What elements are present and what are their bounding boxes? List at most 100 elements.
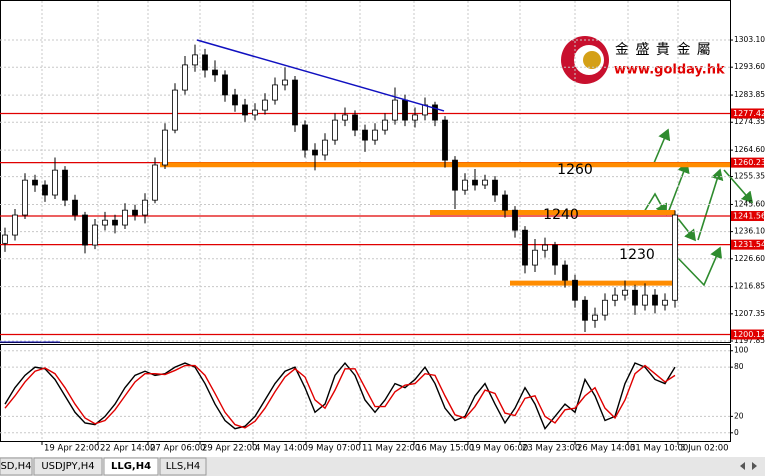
- x-tick-label: 22 Apr 14:00: [100, 444, 155, 454]
- y-tick-label: 0: [734, 428, 739, 437]
- candle-body: [162, 129, 168, 166]
- tab-bar: SD,H4 USDJPY,H4 LLG,H4 LLS,H4: [0, 457, 765, 476]
- candle-body: [202, 54, 208, 71]
- candle-body: [442, 119, 448, 161]
- candle-body: [452, 159, 458, 191]
- y-tick-label: 1274.35: [734, 117, 765, 126]
- tab[interactable]: [0, 457, 33, 476]
- candle-body: [552, 244, 558, 266]
- candle-body: [132, 209, 138, 216]
- candle-body: [412, 114, 418, 121]
- candle-body: [462, 179, 468, 191]
- level-label-bg: [731, 108, 764, 119]
- oscillator-line: [4, 361, 676, 431]
- candle-body: [492, 179, 498, 196]
- candle-body: [62, 169, 68, 201]
- candle-body: [512, 209, 518, 231]
- tab[interactable]: [33, 457, 103, 476]
- candle-body: [52, 169, 58, 196]
- y-tick-label: 1293.60: [734, 62, 765, 71]
- candle-body: [342, 114, 348, 121]
- x-tick-label: 9 May 07:00: [308, 444, 361, 454]
- candle-body: [252, 109, 258, 116]
- candle-body: [622, 289, 628, 296]
- candle-body: [582, 299, 588, 321]
- y-tick-label: 1197.85: [734, 336, 765, 345]
- candle-body: [22, 179, 28, 216]
- arrow: [697, 168, 724, 241]
- tab-label[interactable]: LLG,H4: [111, 461, 151, 472]
- candle-body: [32, 179, 38, 186]
- candle-body: [472, 179, 478, 186]
- y-tick-label: 1303.10: [734, 35, 765, 44]
- tab[interactable]: [103, 457, 159, 476]
- candle-body: [322, 139, 328, 156]
- logo-emblem-core: [583, 51, 601, 69]
- level-label: 1241.56: [733, 212, 765, 221]
- scroll-left[interactable]: [740, 462, 745, 470]
- x-tick-label: 23 May 23:00: [522, 444, 580, 454]
- candle-body: [92, 224, 98, 246]
- y-tick-label: 1255.35: [734, 172, 765, 181]
- logo-url: www.golday.hk: [614, 63, 725, 78]
- candle-body: [392, 99, 398, 121]
- candle-body: [82, 214, 88, 246]
- candle-body: [242, 104, 248, 116]
- candle-body: [562, 264, 568, 281]
- annotation: 1230: [619, 247, 655, 263]
- tab-label[interactable]: USDJPY,H4: [41, 461, 94, 472]
- candle-body: [572, 279, 578, 301]
- candle-body: [142, 199, 148, 216]
- candle-body: [272, 84, 278, 101]
- candle-body: [432, 104, 438, 121]
- candle-body: [112, 219, 118, 226]
- level-label: 1200.12: [733, 330, 765, 339]
- x-tick-label: 26 May 14:00: [577, 444, 635, 454]
- candle-body: [122, 209, 128, 226]
- arrow: [667, 161, 690, 214]
- candle-body: [192, 54, 198, 66]
- x-tick-label: 31 May 10:00: [630, 444, 688, 454]
- candle-body: [212, 69, 218, 76]
- candle-body: [352, 114, 358, 131]
- y-tick-label: 1226.60: [734, 254, 765, 263]
- y-tick-label: 1245.60: [734, 199, 765, 208]
- candle-body: [482, 179, 488, 186]
- x-tick-label: 19 May 06:00: [470, 444, 528, 454]
- arrow: [643, 192, 667, 216]
- logo-name: 金 盛 貴 金 屬: [615, 42, 712, 58]
- candle-body: [72, 199, 78, 216]
- oscillator-line: [4, 364, 676, 429]
- tab-label[interactable]: LLS,H4: [166, 461, 201, 472]
- scroll-right[interactable]: [752, 462, 757, 470]
- candle-body: [632, 289, 638, 306]
- candle-body: [532, 249, 538, 266]
- candle-body: [542, 244, 548, 251]
- tab[interactable]: [159, 457, 207, 476]
- candle-body: [172, 89, 178, 131]
- candle-body: [592, 314, 598, 321]
- x-tick-label: 29 Apr 22:00: [202, 444, 257, 454]
- level-label-bg: [731, 211, 764, 222]
- level-label: 1277.42: [733, 109, 765, 118]
- y-tick-label: 1236.10: [734, 227, 765, 236]
- candle-body: [262, 99, 268, 111]
- candle-body: [502, 194, 508, 211]
- y-tick-label: 20: [734, 411, 744, 420]
- candle-body: [302, 124, 308, 151]
- candle-body: [362, 129, 368, 141]
- tab-label[interactable]: SD,H4: [0, 461, 31, 472]
- y-tick-label: 1216.85: [734, 282, 765, 291]
- candle-body: [612, 294, 618, 301]
- forecast-arrows: [643, 128, 754, 287]
- level-label-bg: [731, 239, 764, 250]
- y-tick-label: 1264.60: [734, 145, 765, 154]
- candle-body: [12, 214, 18, 236]
- candle-body: [602, 299, 608, 316]
- y-tick-label: 1283.85: [734, 90, 765, 99]
- candle-body: [102, 219, 108, 226]
- x-tick-label: 11 May 22:00: [362, 444, 420, 454]
- candle-body: [312, 149, 318, 156]
